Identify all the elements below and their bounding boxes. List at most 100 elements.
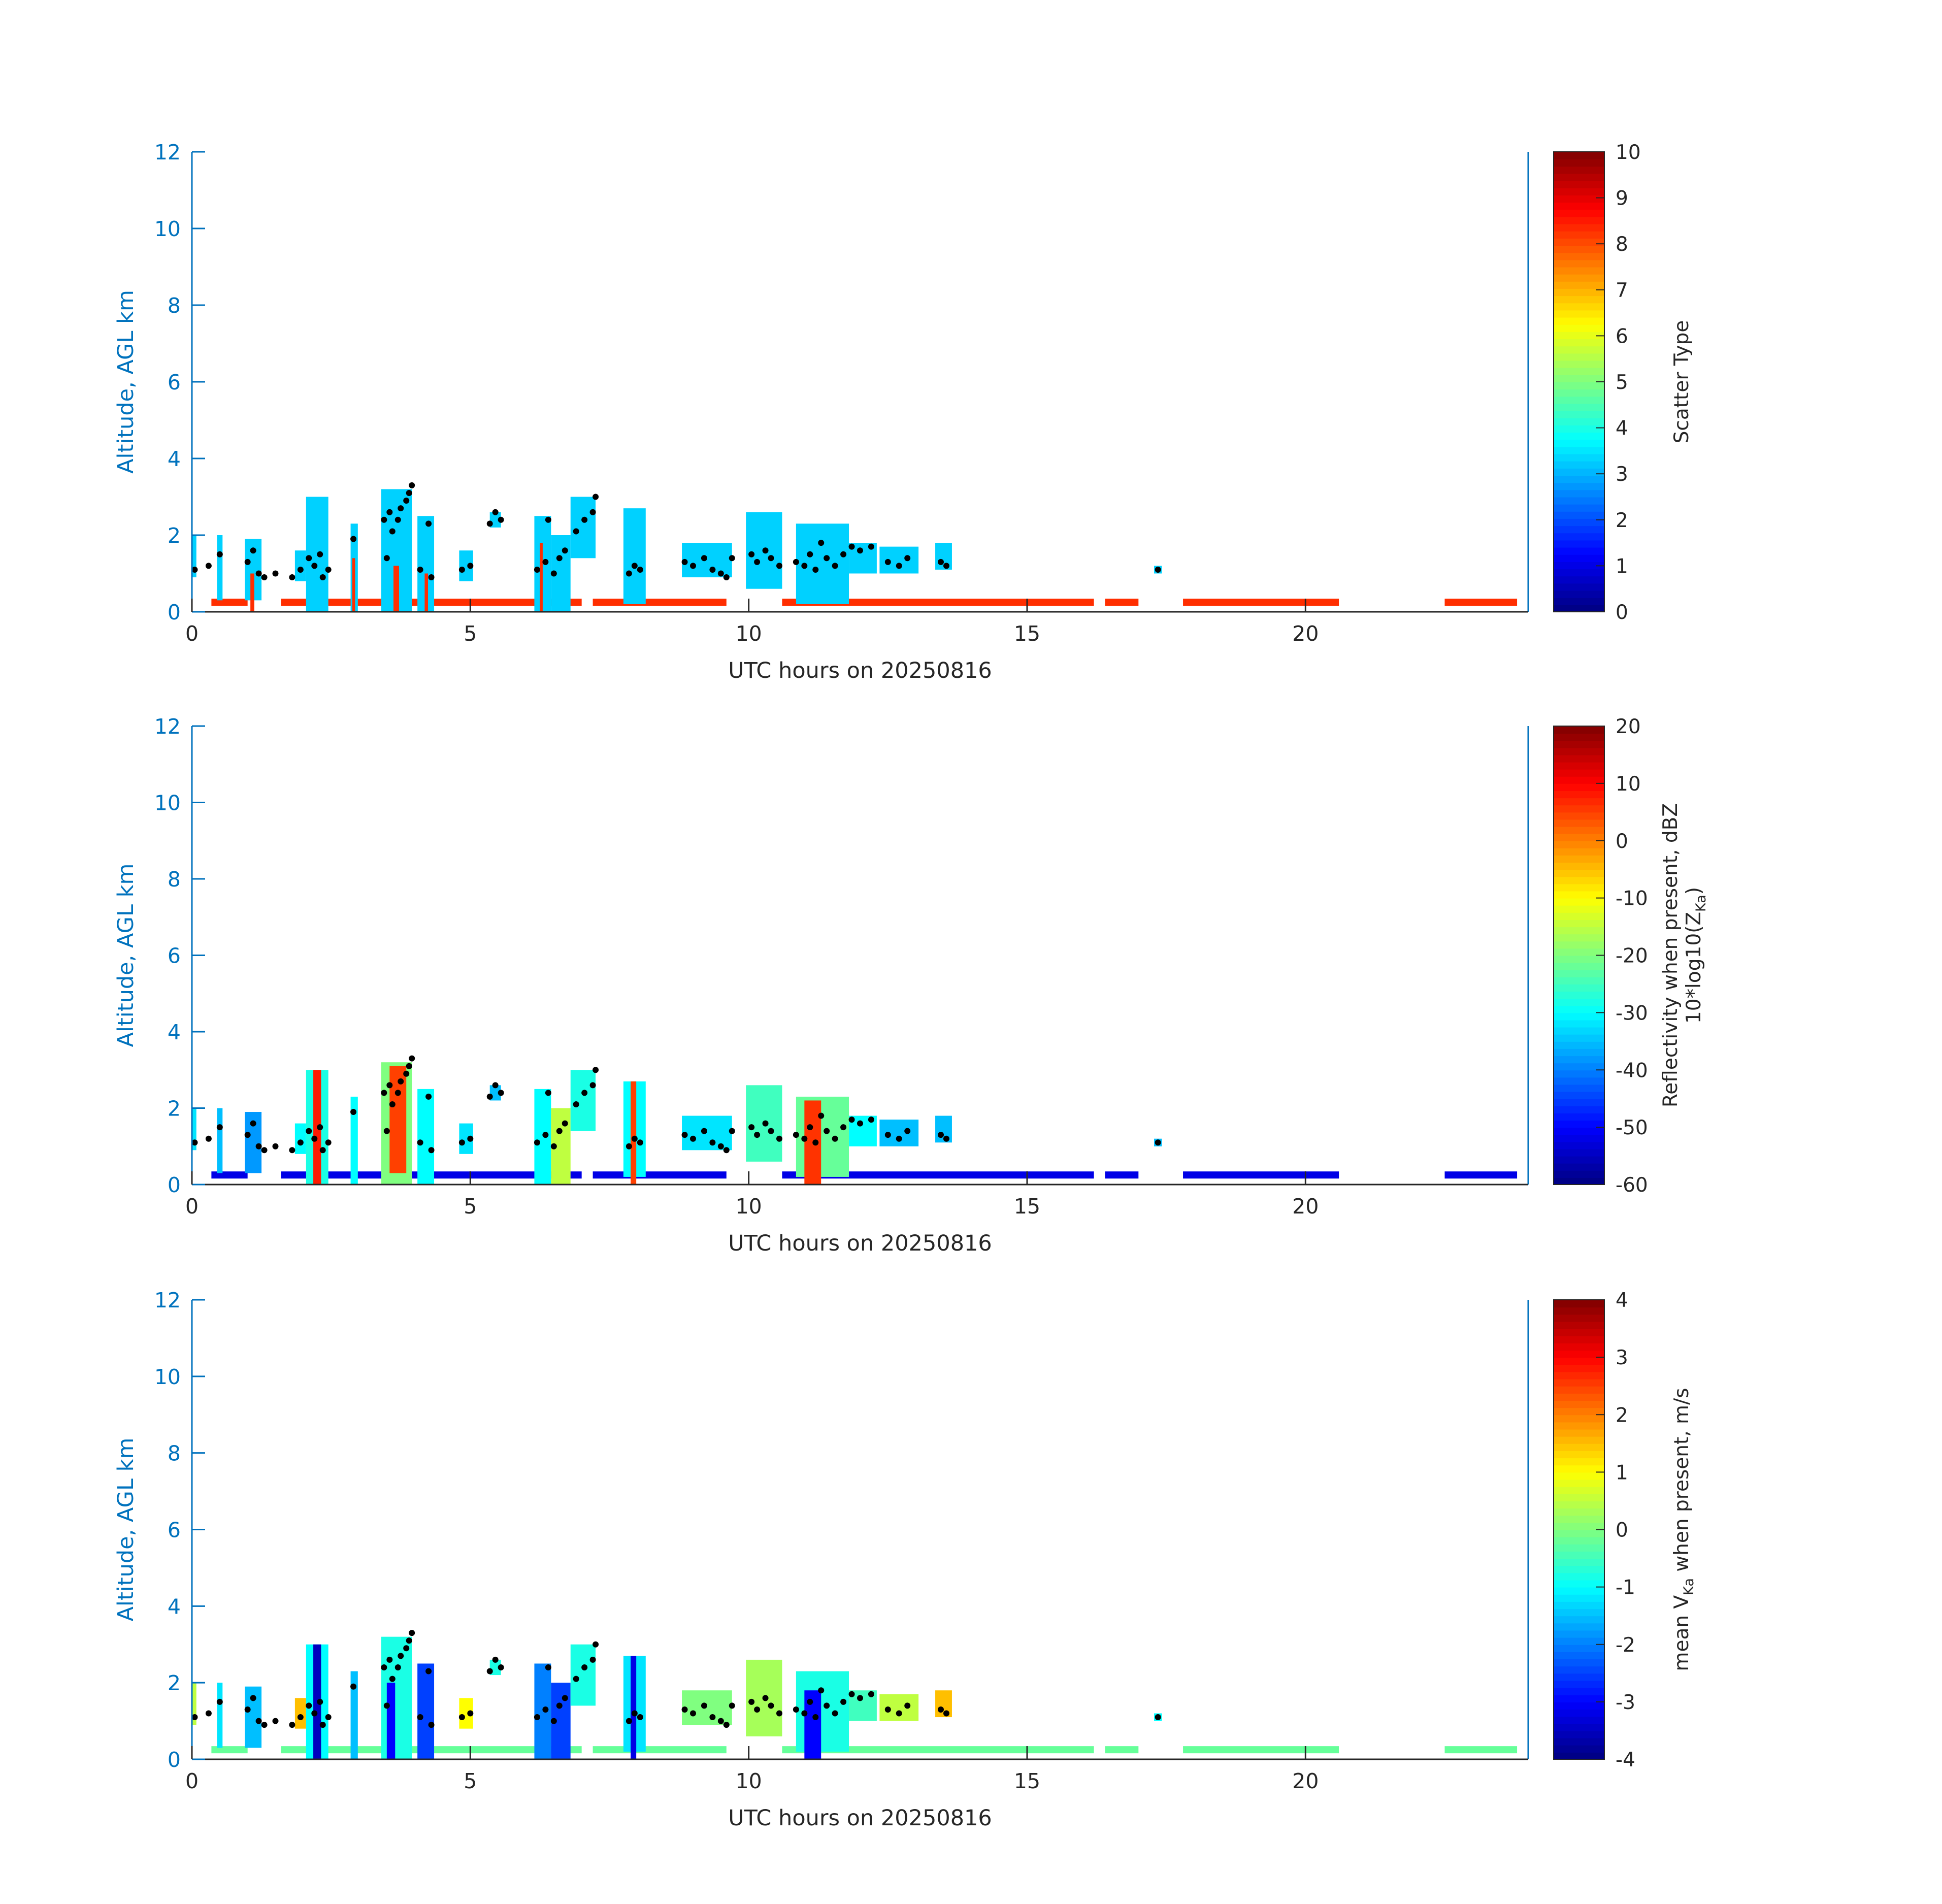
colorbar-tick-label: 10 [1616,141,1641,164]
colorbar-segment [1554,187,1604,195]
echo-column [631,1081,637,1185]
colorbar-segment [1554,1522,1604,1530]
y-tick-label: 10 [154,791,181,815]
cloud-base-point [498,516,504,523]
colorbar-segment [1554,331,1604,340]
colorbar-segment [1554,296,1604,304]
colorbar-segment [1554,238,1604,246]
cloud-base-point [832,1135,838,1142]
echo-column [217,535,223,601]
colorbar-segment [1554,726,1604,734]
cloud-base-point [306,555,312,562]
colorbar-tick-label: 3 [1616,463,1628,486]
cloud-base-point [593,494,599,500]
colorbar-segment [1554,1594,1604,1602]
colorbar-segment [1554,869,1604,877]
cloud-base-point [701,1128,707,1134]
colorbar-segment [1554,590,1604,598]
y-tick-label: 4 [168,447,181,471]
colorbar-tick-label: -20 [1616,945,1648,968]
colorbar-segment [1554,1112,1604,1121]
ground-band-segment [1105,1746,1139,1754]
cloud-base-point [467,563,474,569]
colorbar-tick-label: 2 [1616,1404,1628,1427]
cloud-base-point [289,574,295,581]
cloud-base-point [381,516,387,523]
y-axis-label: Altitude, AGL km [113,1438,139,1622]
ground-band-segment [782,1171,1094,1179]
x-axis-label: UTC hours on 20250816 [728,658,992,683]
colorbar-segment [1554,1558,1604,1566]
colorbar-label-tail: when present, m/s [1670,1388,1693,1578]
cloud-base-point [425,1093,432,1100]
cloud-base-point [637,1714,643,1721]
colorbar-segment [1554,396,1604,404]
cloud-base-point [492,1082,499,1089]
cloud-base-point [626,1718,632,1724]
cloud-base-point [325,1139,332,1146]
colorbar-segment [1554,417,1604,425]
x-tick-label: 15 [1014,1194,1040,1219]
colorbar-tick-label: -30 [1616,1002,1648,1025]
colorbar-segment [1554,898,1604,906]
colorbar-segment [1554,883,1604,892]
colorbar-segment [1554,1342,1604,1351]
colorbar-segment [1554,1314,1604,1322]
cloud-base-point [884,559,891,565]
cloud-base-point [398,505,404,512]
cloud-base-point [244,559,251,565]
colorbar-segment [1554,1105,1604,1113]
colorbar-segment [1554,1077,1604,1085]
cloud-base-point [542,559,549,565]
y-tick-label: 8 [168,1441,181,1466]
colorbar-segment [1554,547,1604,555]
cloud-base-point [943,563,949,569]
colorbar-segment [1554,1393,1604,1401]
colorbar-segment [1554,1091,1604,1099]
colorbar-segment [1554,1694,1604,1702]
ground-band-segment [593,1746,727,1754]
cloud-base-point [458,1139,465,1146]
echo-column [540,543,543,612]
echo-column [623,508,646,604]
cloud-base-point [723,574,730,581]
ground-band-segment [782,1746,1094,1754]
colorbar-segment [1554,876,1604,884]
cloud-base-point [311,563,318,569]
colorbar-segment [1554,324,1604,332]
colorbar-segment [1554,1335,1604,1343]
echo-column [192,1108,196,1151]
cloud-base-point [250,547,256,554]
colorbar-label-line: 10*log10(Z [1683,912,1705,1024]
cloud-base-point [637,566,643,573]
colorbar-segment [1554,1745,1604,1753]
cloud-base-point [793,1132,799,1138]
colorbar-segment [1554,776,1604,784]
x-tick-label: 5 [464,1194,477,1219]
cloud-base-point [406,1637,412,1644]
ground-band-segment [211,599,248,606]
colorbar-segment [1554,597,1604,605]
cloud-base-point [723,1147,730,1154]
cloud-base-point [762,1695,769,1701]
colorbar-segment [1554,1300,1604,1308]
ground-band-segment [1444,1746,1518,1754]
cloud-base-point [550,1718,557,1724]
colorbar-segment [1554,1623,1604,1631]
colorbar-segment [1554,1536,1604,1545]
cloud-base-point [818,540,825,546]
colorbar-segment [1554,202,1604,210]
cloud-base-point [205,1135,212,1142]
colorbar-tick-label: 10 [1616,773,1641,796]
colorbar-segment [1554,511,1604,519]
cloud-base-point [824,1702,830,1709]
colorbar-segment [1554,733,1604,741]
cloud-base-point [216,1124,223,1131]
cloud-base-point [205,563,212,569]
cloud-base-point [631,563,638,569]
colorbar-segment [1554,604,1604,612]
cloud-base-point [417,566,423,573]
colorbar-segment [1554,833,1604,841]
